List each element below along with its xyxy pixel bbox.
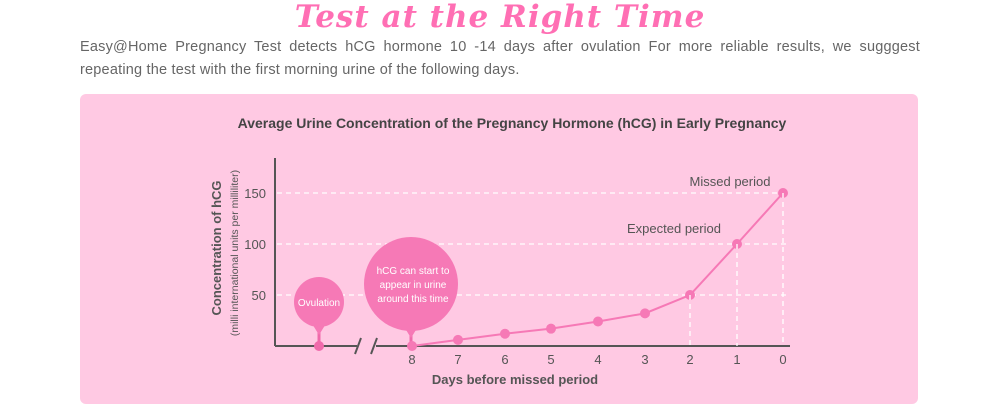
- intro-paragraph: Easy@Home Pregnancy Test detects hCG hor…: [80, 39, 920, 78]
- hcg-start-line-1: hCG can start to: [377, 266, 450, 277]
- ovulation-label: Ovulation: [298, 298, 340, 309]
- y-tick-label: 100: [244, 237, 266, 252]
- hcg-start-marker: hCG can start to appear in urine around …: [364, 237, 458, 346]
- page-headline: Test at the Right Time: [294, 0, 706, 35]
- x-tick-label: 5: [547, 352, 554, 367]
- data-point: [640, 308, 650, 319]
- hcg-start-line-3: around this time: [377, 294, 449, 305]
- x-tick-label: 2: [686, 352, 693, 367]
- y-axis-sublabel: (milli international units per millilite…: [229, 170, 241, 336]
- x-tick-label: 3: [641, 352, 648, 367]
- axis-break-mark-2: [370, 337, 378, 355]
- data-point: [453, 334, 463, 345]
- missed-period-label: Missed period: [690, 174, 771, 189]
- ovulation-marker: Ovulation: [294, 277, 344, 351]
- y-tick-label: 150: [244, 186, 266, 201]
- hcg-start-line-2: appear in urine: [380, 280, 447, 291]
- data-point: [593, 316, 603, 327]
- x-tick-label: 4: [594, 352, 601, 367]
- chart-panel: [80, 94, 918, 404]
- expected-period-label: Expected period: [627, 221, 721, 236]
- x-tick-label: 1: [733, 352, 740, 367]
- x-tick-label: 6: [501, 352, 508, 367]
- x-tick-label: 8: [408, 352, 415, 367]
- data-point: [546, 323, 556, 334]
- x-axis-label: Days before missed period: [432, 372, 598, 387]
- data-point: [500, 328, 510, 339]
- x-tick-label: 0: [779, 352, 786, 367]
- x-tick-label: 7: [454, 352, 461, 367]
- chart-title: Average Urine Concentration of the Pregn…: [238, 115, 787, 131]
- data-point: [407, 341, 417, 351]
- axis-break-mark-1: [354, 337, 362, 355]
- y-tick-label: 50: [252, 288, 266, 303]
- y-axis-label: Concentration of hCG: [209, 180, 224, 315]
